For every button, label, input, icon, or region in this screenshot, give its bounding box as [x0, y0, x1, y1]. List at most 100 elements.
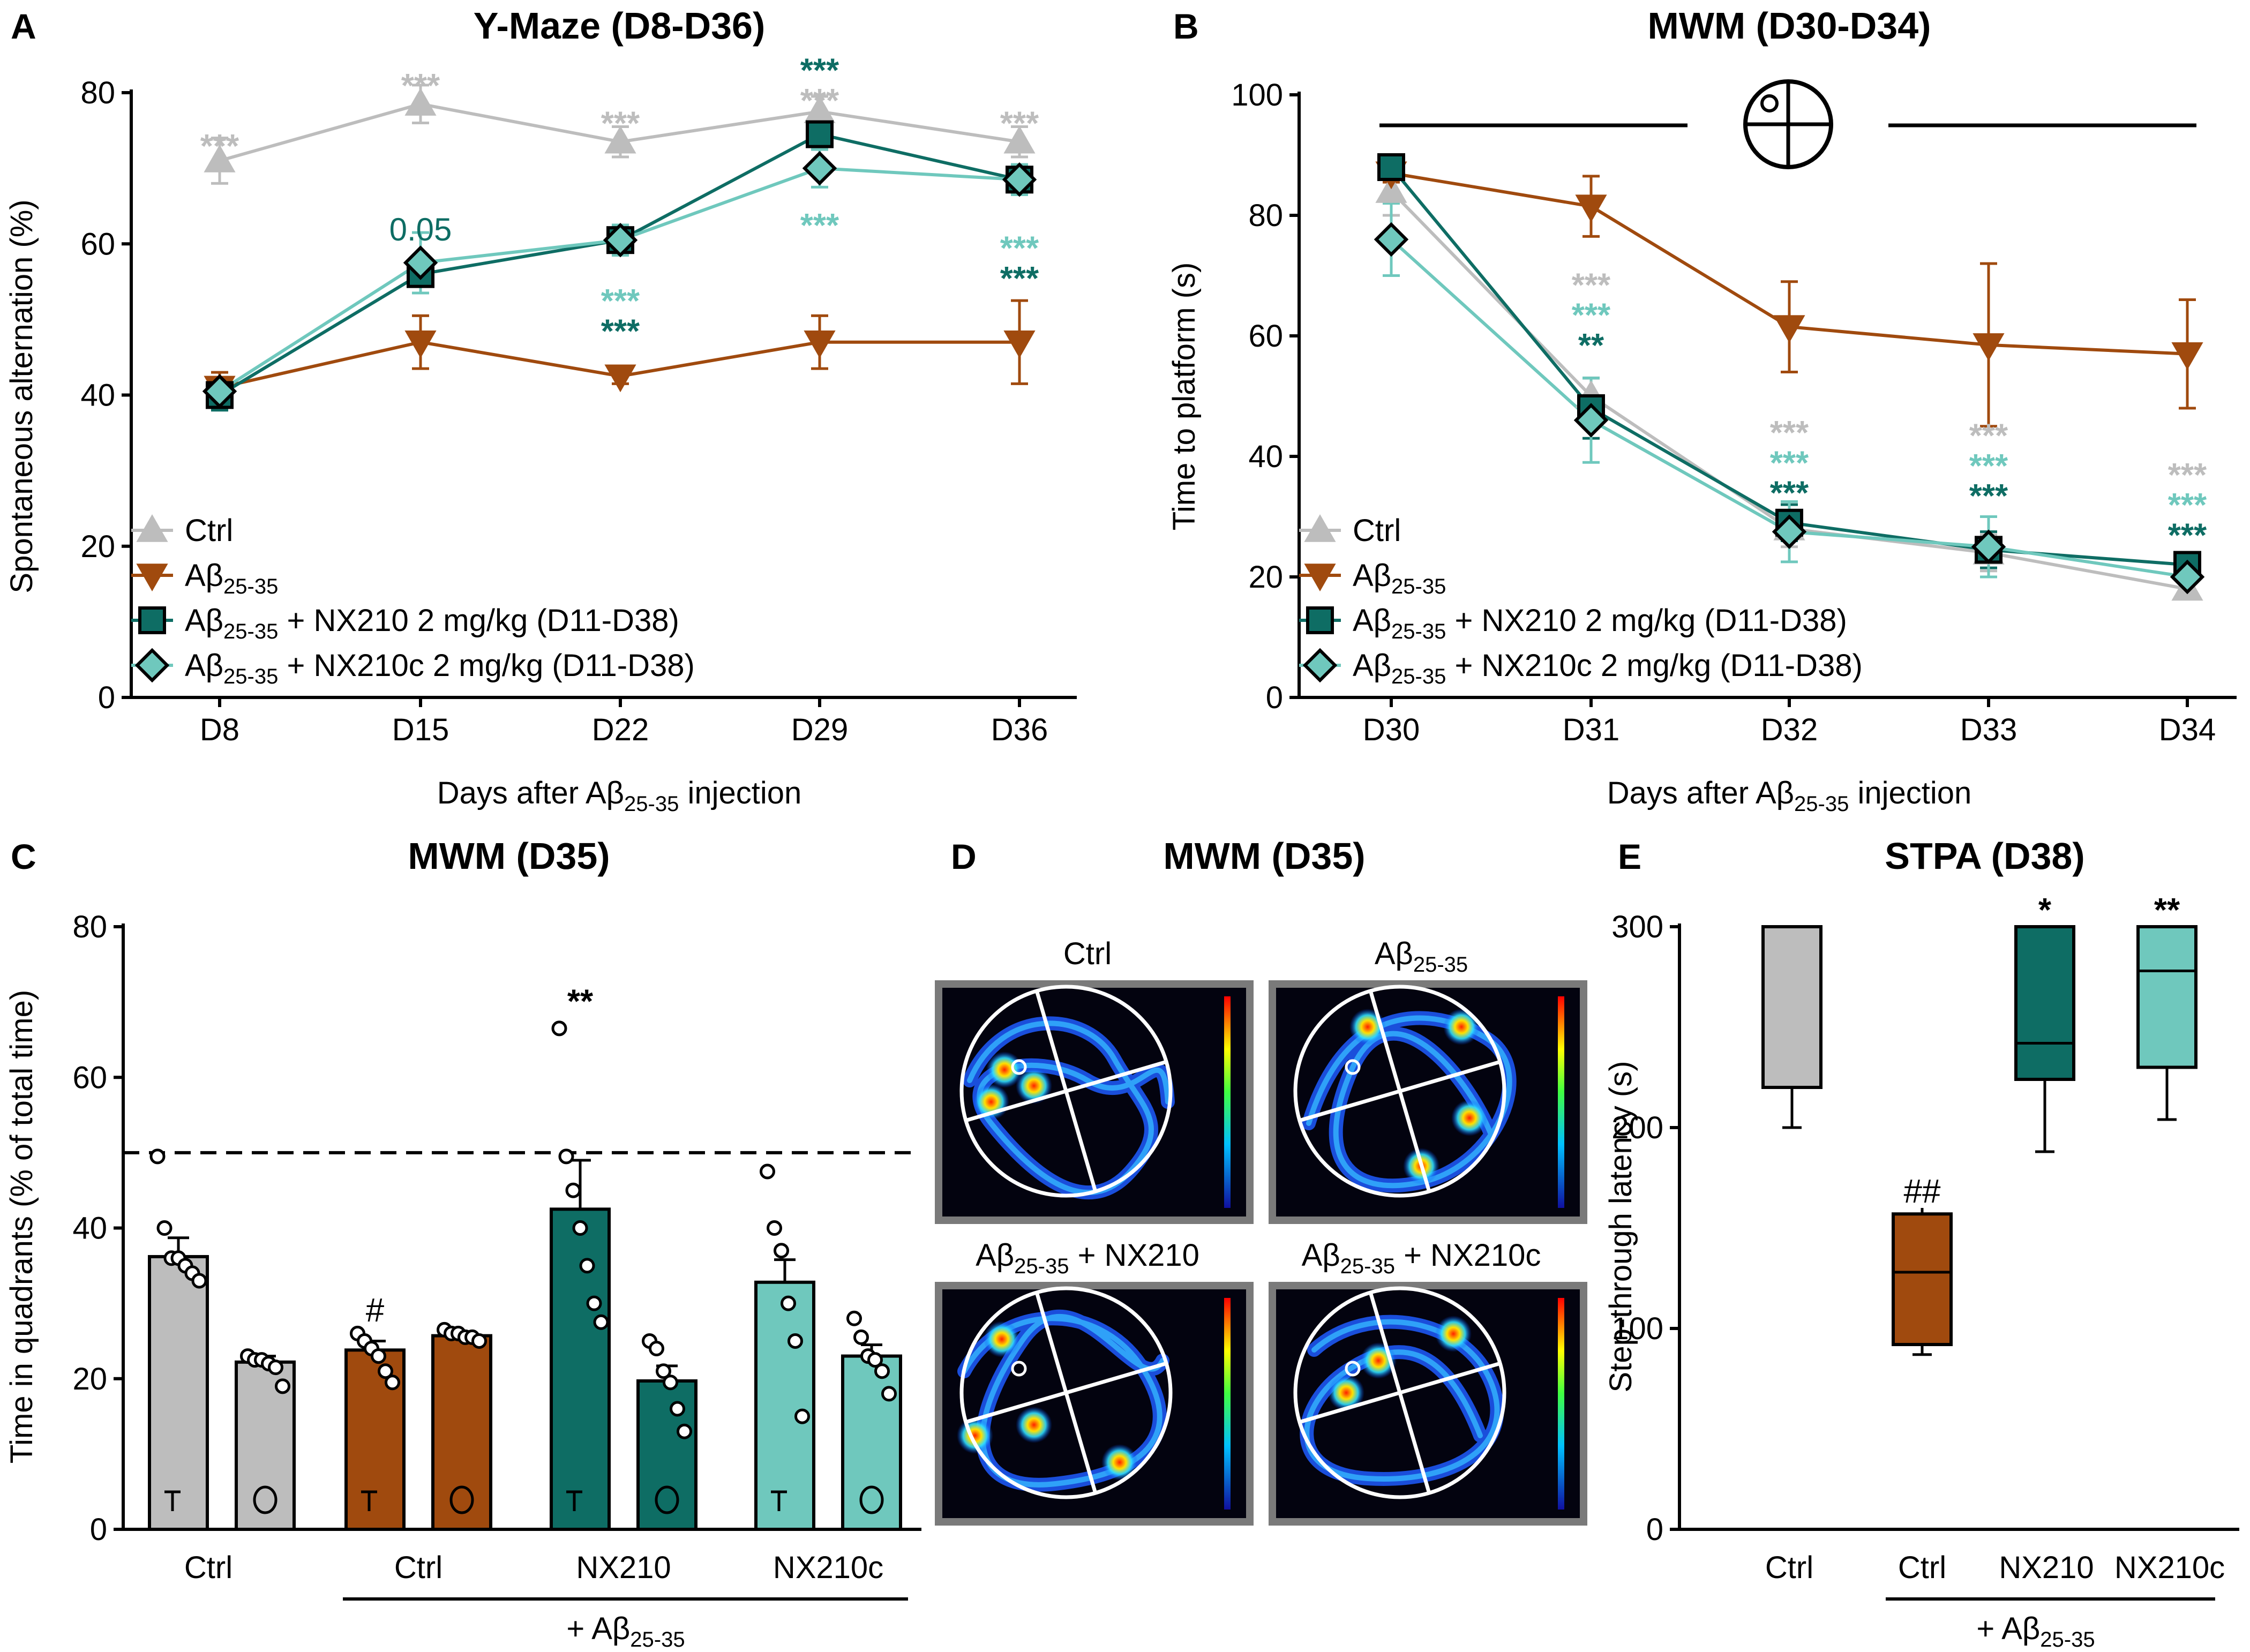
- legend-text: Aβ: [1353, 558, 1391, 593]
- x-tick-label: D22: [592, 712, 649, 747]
- individual-point: [846, 1310, 862, 1326]
- panel-c-ylabel: Time in quadrants (% of total time): [4, 990, 39, 1463]
- data-point-nx210c: [2170, 559, 2205, 595]
- individual-point: [794, 1408, 810, 1424]
- panel-b-xlabel-post: injection: [1849, 776, 1971, 810]
- significance-label: ***: [1770, 415, 1809, 452]
- individual-point: [156, 1220, 172, 1236]
- individual-point: [874, 1363, 890, 1379]
- panel-c: C MWM (D35) 0 20 40 60 80 # ** Ctrl Ctrl NX210 NX2…: [4, 835, 921, 1651]
- panel-a-label: A: [11, 6, 36, 46]
- legend-text: Aβ: [1353, 603, 1391, 638]
- data-point-abeta: [1575, 194, 1607, 223]
- opposite-quadrant-icon: [449, 1485, 474, 1514]
- legend-marker-nx210c: [1302, 648, 1338, 683]
- individual-point: [656, 1363, 671, 1379]
- significance-label: ***: [1572, 297, 1611, 334]
- data-point-nx210c: [802, 151, 837, 186]
- pool-outline: [959, 1286, 1173, 1499]
- individual-point: [881, 1386, 897, 1402]
- legend-text: Ctrl: [1353, 513, 1401, 548]
- treatment-bracket-label: + Aβ25-35: [566, 1611, 685, 1651]
- pool-outline: [1293, 1286, 1506, 1499]
- y-tick-label: 0: [1646, 1512, 1663, 1547]
- bar-nx210-O: [636, 1379, 698, 1531]
- legend-subscript: 25-35: [223, 575, 278, 598]
- significance-label: ***: [1969, 418, 2008, 455]
- panel-a-xlabel-post: injection: [679, 776, 801, 810]
- individual-point: [774, 1243, 789, 1259]
- group-label: NX210: [1999, 1550, 2094, 1585]
- data-point-nx210: [806, 120, 834, 148]
- heatmap-hotspot: [1328, 1375, 1364, 1411]
- x-tick-label: D29: [791, 712, 848, 747]
- significance-label: **: [1578, 327, 1604, 364]
- panel-a-xlabel: Days after Aβ25-35 injection: [437, 776, 802, 816]
- significance-label: ***: [1969, 478, 2008, 515]
- legend-text: Aβ: [185, 603, 223, 638]
- pool-outline: [959, 985, 1173, 1198]
- data-point-nx210c: [1002, 162, 1037, 197]
- significance-label: ***: [800, 82, 839, 119]
- heatmap-hotspot: [986, 1052, 1023, 1088]
- individual-point: [191, 1273, 207, 1289]
- x-tick-label: D32: [1761, 712, 1818, 747]
- panel-c-title: MWM (D35): [408, 835, 610, 877]
- legend-text: Aβ: [1353, 648, 1391, 683]
- individual-point: [371, 1348, 386, 1364]
- platform-location: [1011, 1361, 1027, 1377]
- significance-label: ***: [601, 283, 640, 320]
- y-tick-label: 20: [1248, 560, 1283, 595]
- legend-marker-nx210: [1306, 606, 1334, 634]
- legend-label-abeta: Aβ25-35: [1353, 558, 1446, 598]
- panel-c-label: C: [11, 837, 36, 876]
- legend-text: Ctrl: [185, 513, 233, 548]
- heatmap-hotspot: [1435, 1316, 1472, 1352]
- legend-marker-nx210c: [134, 648, 170, 683]
- significance-label: ***: [2168, 517, 2207, 554]
- data-point-nx210c: [202, 374, 237, 409]
- x-tick-label: D30: [1363, 712, 1420, 747]
- individual-point: [551, 1020, 567, 1037]
- box-ctrl: [1761, 925, 1822, 1089]
- bar-abeta-O: [431, 1334, 492, 1531]
- significance-label: #: [366, 1292, 385, 1329]
- box-nx210: [2014, 925, 2075, 1081]
- legend-label-nx210c: Aβ25-35 + NX210c 2 mg/kg (D11-D38): [185, 648, 695, 688]
- panel-b-label: B: [1173, 6, 1199, 46]
- bar-ctrl-T: [148, 1255, 209, 1531]
- y-tick-label: 300: [1611, 910, 1663, 944]
- swim-path-group: [963, 1016, 1175, 1200]
- legend-subscript: 25-35: [223, 620, 278, 643]
- legend-marker-ctrl: [1304, 514, 1336, 542]
- significance-label: ***: [1000, 105, 1039, 142]
- bracket-subscript: 25-35: [630, 1628, 685, 1651]
- panel-d-label: D: [951, 837, 977, 876]
- data-point-nx210c: [1971, 529, 2006, 564]
- y-tick-label: 0: [1266, 680, 1283, 715]
- y-tick-label: 100: [1231, 78, 1283, 112]
- heatmap-title-subscript: 25-35: [1014, 1255, 1069, 1278]
- significance-label: ***: [2168, 457, 2207, 494]
- significance-label: *: [2038, 892, 2052, 929]
- individual-point: [867, 1352, 883, 1368]
- heatmap-title-text: + NX210c: [1395, 1238, 1541, 1273]
- significance-label: ***: [601, 313, 640, 350]
- significance-label: ***: [1000, 230, 1039, 267]
- group-label: Ctrl: [184, 1550, 232, 1585]
- panel-a-xlabel-sub: 25-35: [624, 792, 679, 816]
- significance-label: ***: [1572, 267, 1611, 304]
- heatmap-title-text: Aβ: [1302, 1238, 1340, 1273]
- data-point-nx210c: [1374, 222, 1409, 257]
- individual-point: [378, 1363, 393, 1379]
- data-point-abeta: [1003, 330, 1036, 358]
- y-tick-label: 80: [72, 910, 107, 944]
- legend-text: + NX210 2 mg/kg (D11-D38): [1446, 603, 1847, 638]
- heatmap-title: Aβ25-35 + NX210: [976, 1238, 1199, 1278]
- heatmap-hotspot: [1101, 1444, 1138, 1481]
- y-tick-label: 80: [80, 76, 115, 110]
- significance-label: ***: [2168, 487, 2207, 524]
- individual-point: [788, 1333, 803, 1349]
- heatmap-title-subscript: 25-35: [1340, 1255, 1395, 1278]
- panel-a-xlabel-pre: Days after Aβ: [437, 776, 624, 810]
